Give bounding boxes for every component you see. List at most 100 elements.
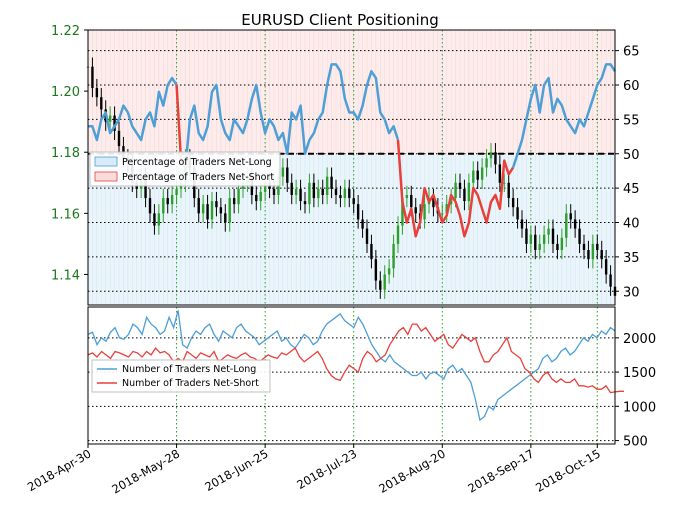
price-candle — [290, 182, 293, 195]
price-candle — [565, 213, 568, 238]
price-candle — [108, 115, 112, 122]
legend-top-box — [89, 151, 281, 187]
tick-label-x: 2018-Oct-15 — [533, 446, 603, 494]
price-candle — [511, 198, 515, 208]
chart-title: EURUSD Client Positioning — [241, 11, 439, 29]
price-candle — [325, 176, 329, 195]
price-candle — [387, 268, 391, 275]
tick-label-right: 55 — [623, 113, 640, 128]
price-candle — [516, 207, 519, 220]
price-candle — [587, 250, 590, 260]
price-candle — [259, 191, 262, 202]
tick-label-count: 1500 — [623, 366, 656, 381]
price-candle — [604, 259, 608, 275]
tick-label-count: 2000 — [623, 332, 656, 347]
price-candle — [392, 243, 395, 269]
price-candle — [445, 204, 448, 214]
bottom-panel — [87, 310, 624, 422]
price-candle — [542, 234, 546, 244]
tick-label-right: 40 — [623, 217, 640, 232]
price-candle — [467, 182, 471, 202]
price-candle — [507, 182, 510, 199]
price-candle — [423, 204, 426, 220]
price-candle — [591, 243, 595, 260]
net-long-pct-line — [88, 76, 178, 142]
price-candle — [547, 228, 550, 235]
legend-long-count-label: Number of Traders Net-Long — [122, 364, 256, 375]
price-candle — [529, 234, 533, 244]
tick-label-x: 2018-Sep-17 — [465, 446, 536, 495]
price-candle — [485, 158, 488, 168]
price-candle — [441, 213, 444, 215]
tick-label-x: 2018-Jun-25 — [202, 446, 270, 494]
price-candle — [569, 213, 572, 220]
price-candle — [157, 213, 161, 226]
tick-label-count: 1000 — [623, 400, 656, 415]
price-candle — [339, 195, 342, 199]
price-candle — [609, 274, 612, 287]
price-candle — [224, 213, 227, 223]
price-candle — [361, 219, 364, 229]
price-candle — [286, 167, 289, 183]
price-candle — [228, 198, 231, 223]
price-candle — [578, 228, 581, 244]
legend-bottom-box — [91, 359, 271, 393]
price-candle — [498, 164, 502, 183]
net-long-pct-line — [184, 63, 400, 168]
price-candle — [414, 207, 417, 214]
price-candle — [100, 97, 103, 110]
bottom-frame — [87, 306, 616, 445]
legend-short-swatch — [94, 171, 118, 182]
price-candle — [91, 66, 94, 89]
price-candle — [596, 243, 599, 250]
price-candle — [534, 234, 537, 250]
price-candle — [294, 188, 298, 195]
price-candle — [600, 250, 603, 260]
price-candle — [525, 228, 528, 244]
price-candle — [365, 228, 369, 244]
price-candle — [401, 198, 404, 226]
price-candle — [582, 243, 586, 250]
tick-label-right: 50 — [623, 148, 640, 163]
tick-label-x: 2018-Aug-20 — [376, 446, 447, 495]
price-candle — [503, 182, 506, 184]
price-candle — [299, 188, 302, 202]
price-candle — [405, 195, 409, 199]
price-candle — [263, 182, 267, 192]
price-candle — [352, 198, 355, 205]
price-candle — [560, 237, 564, 250]
price-candle — [370, 243, 373, 260]
price-candle — [321, 188, 324, 195]
top-frame — [87, 29, 616, 306]
price-candle — [489, 152, 493, 159]
price-candle — [197, 198, 200, 214]
price-candle — [166, 198, 169, 205]
price-candle — [410, 195, 413, 208]
price-candle — [348, 188, 351, 199]
net-long-pct-line — [511, 63, 617, 168]
price-candle — [343, 188, 347, 199]
price-candle — [449, 198, 453, 205]
top-panel — [86, 57, 617, 305]
price-candle — [383, 274, 386, 290]
price-candle — [374, 259, 378, 281]
price-candle — [117, 130, 121, 147]
price-candle — [458, 182, 462, 189]
price-candle — [432, 198, 435, 208]
tick-label-x: 2018-Jul-23 — [294, 446, 359, 491]
price-candle — [334, 188, 338, 195]
price-candle — [454, 182, 457, 199]
price-candle — [520, 219, 524, 229]
legend-top: Percentage of Traders Net-Long Percentage… — [89, 151, 281, 187]
legend-bottom: Number of Traders Net-Long Number of Trad… — [91, 359, 271, 393]
tick-label-right: 45 — [623, 182, 640, 197]
price-candle — [480, 167, 484, 180]
price-candle — [317, 188, 320, 199]
price-candle — [232, 198, 236, 205]
price-candle — [144, 176, 147, 199]
price-candle — [472, 170, 475, 183]
tick-label-x: 2018-Apr-30 — [25, 446, 94, 494]
price-candle — [219, 207, 223, 214]
tick-label-left: 1.18 — [51, 146, 80, 161]
